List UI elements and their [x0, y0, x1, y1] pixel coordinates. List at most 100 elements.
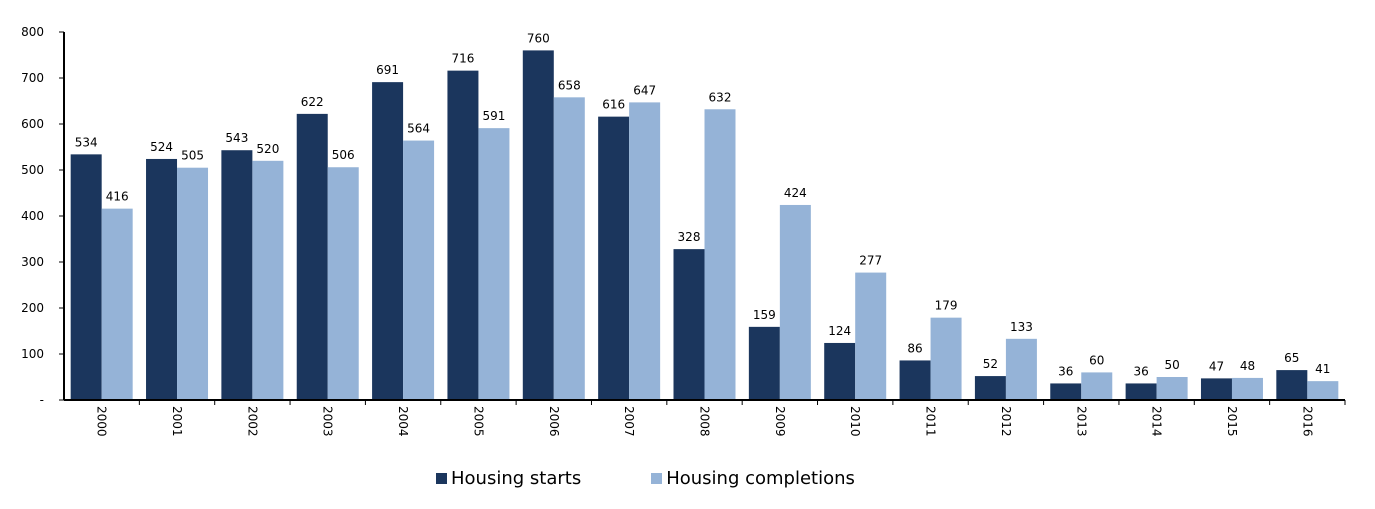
bar-starts-2014: [1125, 383, 1157, 400]
bar-completions-2013: [1081, 372, 1113, 400]
data-label-completions-2010: 277: [859, 254, 882, 268]
data-label-starts-2003: 622: [301, 95, 324, 109]
bar-starts-2010: [824, 342, 856, 400]
x-tick-label-2009: 2009: [773, 406, 787, 437]
data-label-completions-2008: 632: [709, 90, 732, 104]
data-label-completions-2013: 60: [1089, 353, 1104, 367]
legend: Housing starts Housing completions: [436, 468, 925, 489]
data-label-completions-2003: 506: [332, 148, 355, 162]
data-label-starts-2010: 124: [828, 324, 851, 338]
bar-completions-2000: [101, 208, 133, 400]
x-tick-label-2000: 2000: [95, 406, 109, 437]
bar-starts-2016: [1276, 370, 1308, 400]
data-label-starts-2006: 760: [527, 31, 550, 45]
x-tick-label-2006: 2006: [547, 406, 561, 437]
bar-completions-2005: [478, 128, 510, 400]
y-tick-label--: -: [40, 393, 44, 407]
y-tick-label-700: 700: [21, 71, 44, 85]
data-label-starts-2016: 65: [1284, 351, 1299, 365]
x-tick-label-2015: 2015: [1225, 406, 1239, 437]
bar-starts-2000: [70, 154, 102, 400]
bar-starts-2003: [296, 113, 328, 400]
bar-starts-2006: [522, 50, 554, 401]
data-label-starts-2007: 616: [602, 98, 625, 112]
legend-item-starts: Housing starts: [436, 468, 581, 489]
x-tick-label-2011: 2011: [924, 406, 938, 437]
bar-completions-2011: [930, 317, 962, 400]
data-label-starts-2002: 543: [225, 131, 248, 145]
data-label-completions-2009: 424: [784, 186, 807, 200]
x-tick-label-2014: 2014: [1150, 406, 1164, 437]
y-tick-label-100: 100: [21, 347, 44, 361]
legend-label-starts: Housing starts: [451, 468, 582, 489]
y-tick-label-300: 300: [21, 255, 44, 269]
bar-completions-2008: [704, 109, 736, 400]
x-tick-label-2004: 2004: [396, 406, 410, 437]
bar-completions-2014: [1156, 377, 1188, 400]
bar-starts-2013: [1050, 383, 1082, 400]
bar-completions-2003: [327, 167, 359, 400]
bar-completions-2009: [779, 204, 811, 400]
bar-completions-2004: [403, 140, 435, 400]
data-label-completions-2014: 50: [1164, 358, 1179, 372]
data-label-starts-2000: 534: [75, 135, 98, 149]
y-tick-label-400: 400: [21, 209, 44, 223]
bar-completions-2002: [252, 160, 284, 400]
legend-item-completions: Housing completions: [651, 468, 855, 489]
x-tick-label-2010: 2010: [848, 406, 862, 437]
data-label-starts-2012: 52: [983, 357, 998, 371]
bar-completions-2006: [553, 97, 585, 400]
y-tick-label-800: 800: [21, 25, 44, 39]
x-tick-label-2003: 2003: [321, 406, 335, 437]
data-label-starts-2001: 524: [150, 140, 173, 154]
data-label-completions-2011: 179: [935, 299, 958, 313]
data-label-completions-2001: 505: [181, 149, 204, 163]
bar-starts-2005: [447, 70, 479, 400]
x-tick-label-2013: 2013: [1074, 406, 1088, 437]
bar-completions-2007: [629, 102, 661, 400]
bar-starts-2004: [372, 82, 404, 400]
bar-completions-2016: [1307, 381, 1339, 400]
data-label-starts-2011: 86: [907, 341, 922, 355]
bar-starts-2009: [748, 326, 780, 400]
legend-swatch-completions: [651, 473, 663, 484]
x-tick-label-2001: 2001: [170, 406, 184, 437]
x-tick-label-2008: 2008: [698, 406, 712, 437]
data-label-starts-2008: 328: [678, 230, 701, 244]
y-tick-label-200: 200: [21, 301, 44, 315]
data-label-completions-2002: 520: [256, 142, 279, 156]
data-label-completions-2004: 564: [407, 122, 430, 136]
legend-swatch-starts: [436, 473, 447, 484]
bar-starts-2008: [673, 249, 705, 400]
data-label-starts-2013: 36: [1058, 364, 1073, 378]
data-label-completions-2006: 658: [558, 78, 581, 92]
x-tick-label-2002: 2002: [245, 406, 259, 437]
bar-starts-2002: [221, 150, 253, 400]
legend-label-completions: Housing completions: [666, 468, 855, 489]
data-label-completions-2016: 41: [1315, 362, 1330, 376]
bar-completions-2012: [1005, 338, 1037, 400]
data-label-starts-2005: 716: [451, 52, 474, 66]
data-label-completions-2007: 647: [633, 83, 656, 97]
bar-starts-2007: [598, 116, 630, 400]
bar-starts-2001: [146, 158, 178, 400]
data-label-starts-2014: 36: [1133, 364, 1148, 378]
bar-starts-2012: [974, 376, 1006, 400]
data-label-starts-2009: 159: [753, 308, 776, 322]
data-label-completions-2005: 591: [482, 109, 505, 123]
bar-starts-2015: [1200, 378, 1232, 400]
x-tick-label-2005: 2005: [471, 406, 485, 437]
data-label-completions-2012: 133: [1010, 320, 1033, 334]
y-tick-label-500: 500: [21, 163, 44, 177]
x-tick-label-2012: 2012: [999, 406, 1013, 437]
x-tick-label-2016: 2016: [1300, 406, 1314, 437]
data-label-starts-2015: 47: [1209, 359, 1224, 373]
x-tick-label-2007: 2007: [622, 406, 636, 437]
bar-completions-2010: [855, 272, 887, 400]
bar-starts-2011: [899, 360, 931, 400]
bar-completions-2001: [177, 167, 209, 400]
data-label-completions-2000: 416: [106, 190, 129, 204]
data-label-starts-2004: 691: [376, 63, 399, 77]
